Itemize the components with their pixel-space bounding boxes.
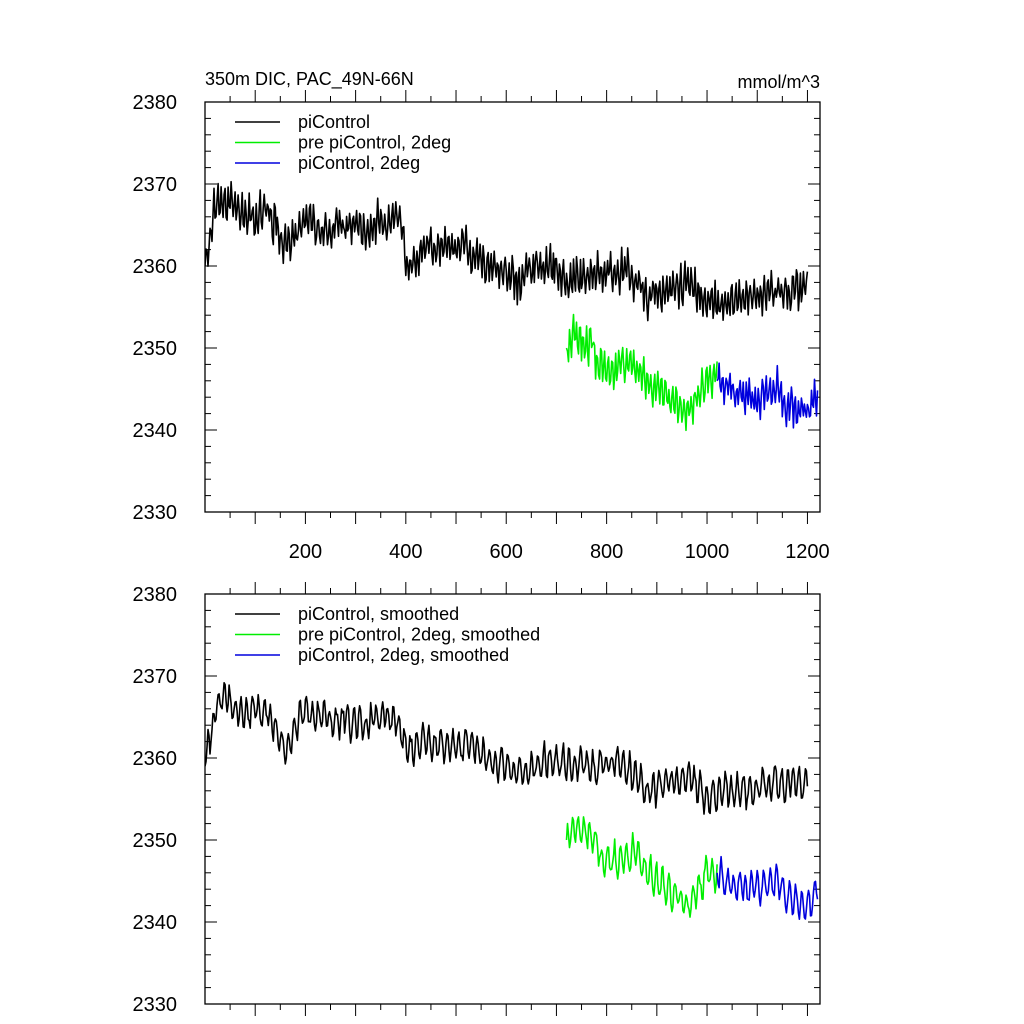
chart-title: 350m DIC, PAC_49N-66N <box>205 69 414 90</box>
x-tick-label: 400 <box>389 541 422 563</box>
y-tick-label: 2330 <box>133 502 178 524</box>
series-line-picontrol-2deg <box>716 362 819 429</box>
plot-frame <box>204 101 821 513</box>
panel-1: 2330 2340 2350 2360 2370 2380 200 400 600 800 1000… <box>133 69 830 563</box>
x-tick-label: 1000 <box>685 541 730 563</box>
y-tick-label: 2350 <box>133 338 178 360</box>
y-tick-label: 2340 <box>133 420 178 442</box>
panel-2: 2330 2340 2350 2360 2370 2380 piControl, smoot… <box>133 582 821 1016</box>
legend-label: pre piControl, 2deg, smoothed <box>298 625 540 645</box>
legend-label: piControl, 2deg, smoothed <box>298 645 509 665</box>
series-line-pre-picontrol-2deg <box>565 313 718 432</box>
legend-label: pre piControl, 2deg <box>298 133 451 153</box>
plot-frame <box>204 593 821 1005</box>
units-label: mmol/m^3 <box>738 72 820 92</box>
series-line-picontrol <box>205 180 809 322</box>
y-tick-label: 2350 <box>133 830 178 852</box>
y-tick-label: 2380 <box>133 584 178 606</box>
y-tick-label: 2360 <box>133 748 178 770</box>
x-tick-label: 1200 <box>785 541 830 563</box>
legend-label: piControl, 2deg <box>298 153 420 173</box>
series-line-picontrol-smoothed <box>205 682 809 815</box>
y-tick-label: 2370 <box>133 666 178 688</box>
y-tick-label: 2330 <box>133 994 178 1016</box>
x-tick-label: 800 <box>590 541 623 563</box>
legend-label: piControl, smoothed <box>298 604 459 624</box>
series-line-pre-picontrol-2deg-smoothed <box>565 816 718 918</box>
y-tick-label: 2340 <box>133 912 178 934</box>
series-line-picontrol-2deg-smoothed <box>716 855 819 920</box>
y-tick-label: 2360 <box>133 256 178 278</box>
x-tick-label: 200 <box>289 541 322 563</box>
legend-label: piControl <box>298 112 370 132</box>
y-tick-label: 2380 <box>133 92 178 114</box>
x-tick-label: 600 <box>490 541 523 563</box>
y-tick-label: 2370 <box>133 174 178 196</box>
